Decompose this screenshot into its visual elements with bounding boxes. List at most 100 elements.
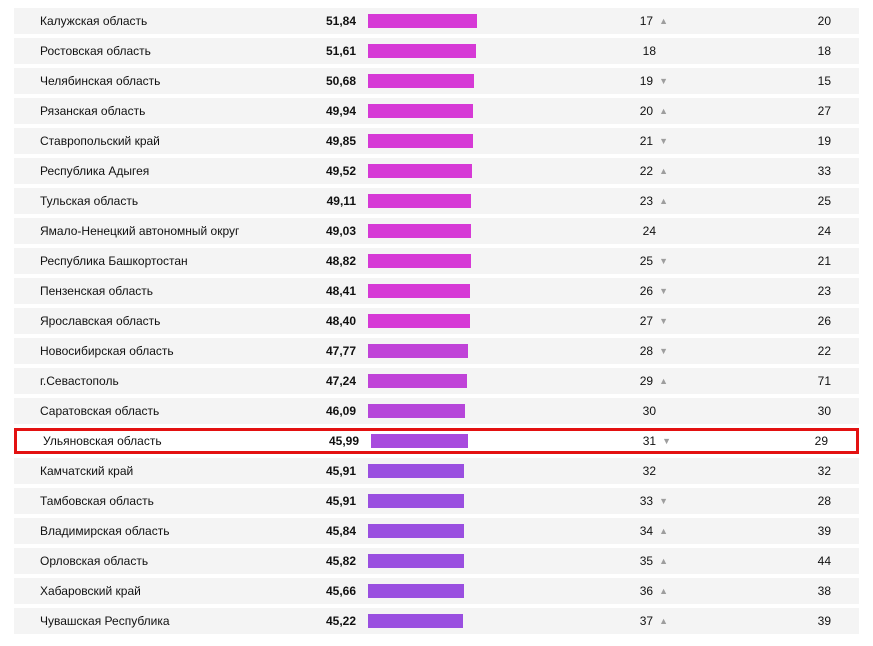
table-row: г.Севастополь47,2429▲71 — [14, 368, 859, 394]
rank-number: 21 — [636, 134, 653, 148]
rank-cell: 33▼ — [578, 494, 668, 508]
region-value: 47,77 — [314, 344, 368, 358]
region-name: Пензенская область — [14, 284, 314, 298]
region-value: 45,84 — [314, 524, 368, 538]
prev-rank: 18 — [668, 44, 859, 58]
value-bar — [368, 554, 464, 568]
region-name: Тульская область — [14, 194, 314, 208]
bar-cell — [368, 314, 578, 328]
region-name: Хабаровский край — [14, 584, 314, 598]
region-value: 48,82 — [314, 254, 368, 268]
value-bar — [368, 14, 477, 28]
table-row: Хабаровский край45,6636▲38 — [14, 578, 859, 604]
table-row: Ямало-Ненецкий автономный округ49,03 24 24 — [14, 218, 859, 244]
region-name: Орловская область — [14, 554, 314, 568]
rank-cell: 31▼ — [581, 434, 671, 448]
rank-cell: 21 ▼ — [578, 134, 668, 148]
region-name: Саратовская область — [14, 404, 314, 418]
region-name: Челябинская область — [14, 74, 314, 88]
prev-rank: 15 — [668, 74, 859, 88]
rank-cell: 29▲ — [578, 374, 668, 388]
region-value: 45,22 — [314, 614, 368, 628]
rank-number: 36 — [636, 584, 653, 598]
prev-rank: 44 — [668, 554, 859, 568]
rank-cell: 32 — [578, 464, 668, 478]
rank-cell: 30 — [578, 404, 668, 418]
value-bar — [368, 164, 472, 178]
region-value: 49,52 — [314, 164, 368, 178]
table-row: Новосибирская область47,7728▼22 — [14, 338, 859, 364]
arrow-down-icon: ▼ — [662, 436, 671, 446]
prev-rank: 39 — [668, 524, 859, 538]
bar-cell — [368, 194, 578, 208]
region-name: Республика Башкортостан — [14, 254, 314, 268]
region-name: Рязанская область — [14, 104, 314, 118]
table-row: Калужская область51,8417▲20 — [14, 8, 859, 34]
value-bar — [368, 374, 467, 388]
bar-cell — [371, 434, 581, 448]
region-value: 47,24 — [314, 374, 368, 388]
rank-number: 23 — [636, 194, 653, 208]
prev-rank: 33 — [668, 164, 859, 178]
region-value: 49,03 — [314, 224, 368, 238]
prev-rank: 26 — [668, 314, 859, 328]
rank-number: 28 — [636, 344, 653, 358]
bar-cell — [368, 614, 578, 628]
rank-number: 26 — [636, 284, 653, 298]
value-bar — [368, 494, 464, 508]
prev-rank: 29 — [671, 434, 856, 448]
region-name: Тамбовская область — [14, 494, 314, 508]
region-value: 49,11 — [314, 194, 368, 208]
rank-cell: 35▲ — [578, 554, 668, 568]
arrow-up-icon: ▲ — [659, 586, 668, 596]
bar-cell — [368, 464, 578, 478]
table-row: Ставропольский край49,8521▼19 — [14, 128, 859, 154]
region-value: 49,85 — [314, 134, 368, 148]
table-row: Тамбовская область45,9133▼28 — [14, 488, 859, 514]
bar-cell — [368, 554, 578, 568]
rank-cell: 26 ▼ — [578, 284, 668, 298]
rank-cell: 18 — [578, 44, 668, 58]
region-value: 45,82 — [314, 554, 368, 568]
region-value: 45,91 — [314, 494, 368, 508]
rank-number: 24 — [636, 224, 656, 238]
region-value: 49,94 — [314, 104, 368, 118]
table-row: Республика Адыгея49,5222▲33 — [14, 158, 859, 184]
arrow-down-icon: ▼ — [659, 496, 668, 506]
value-bar — [368, 194, 471, 208]
bar-cell — [368, 44, 578, 58]
prev-rank: 23 — [668, 284, 859, 298]
region-name: Ямало-Ненецкий автономный округ — [14, 224, 314, 238]
prev-rank: 39 — [668, 614, 859, 628]
value-bar — [368, 284, 470, 298]
arrow-down-icon: ▼ — [659, 76, 668, 86]
table-row: Челябинская область50,6819▼15 — [14, 68, 859, 94]
bar-cell — [368, 104, 578, 118]
rank-cell: 34▲ — [578, 524, 668, 538]
value-bar — [368, 134, 473, 148]
bar-cell — [368, 74, 578, 88]
table-row: Саратовская область46,093030 — [14, 398, 859, 424]
region-name: г.Севастополь — [14, 374, 314, 388]
rank-cell: 17▲ — [578, 14, 668, 28]
region-value: 50,68 — [314, 74, 368, 88]
prev-rank: 24 — [668, 224, 859, 238]
rank-cell: 20▲ — [578, 104, 668, 118]
bar-cell — [368, 374, 578, 388]
region-value: 45,91 — [314, 464, 368, 478]
arrow-down-icon: ▼ — [659, 136, 668, 146]
region-name: Ставропольский край — [14, 134, 314, 148]
region-value: 45,99 — [317, 434, 371, 448]
value-bar — [368, 104, 473, 118]
rank-number: 27 — [636, 314, 653, 328]
rank-cell: 25▼ — [578, 254, 668, 268]
prev-rank: 27 — [668, 104, 859, 118]
value-bar — [371, 434, 468, 448]
region-name: Ростовская область — [14, 44, 314, 58]
value-bar — [368, 224, 471, 238]
rank-cell: 27▼ — [578, 314, 668, 328]
value-bar — [368, 404, 465, 418]
arrow-down-icon: ▼ — [659, 286, 668, 296]
table-row: Ростовская область51,611818 — [14, 38, 859, 64]
value-bar — [368, 44, 476, 58]
